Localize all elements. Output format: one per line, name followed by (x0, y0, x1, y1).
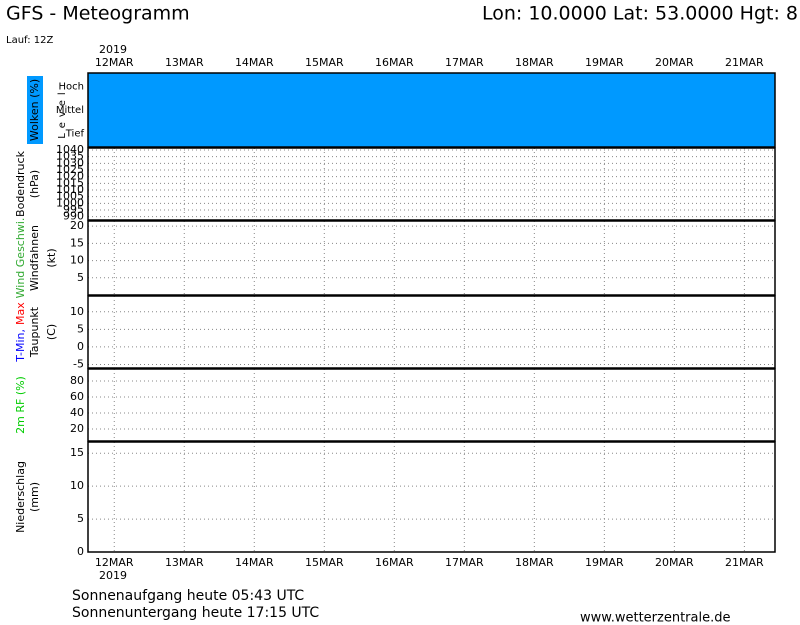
y-axis-label: Windfahnen (28, 225, 41, 291)
x-tick-label-top: 20MAR (655, 56, 694, 69)
y-tick-label: 10 (70, 479, 84, 492)
level-label: Mittel (56, 105, 84, 116)
y-tick-label: 1000 (56, 196, 84, 209)
sunrise: Sonnenaufgang heute 05:43 UTC (72, 588, 304, 604)
panel-frame (87, 295, 776, 369)
x-tick-label-bottom: 18MAR (515, 556, 554, 569)
source: www.wetterzentrale.de (580, 611, 730, 625)
x-tick-label-bottom: 12MAR (95, 556, 134, 569)
y-tick-label: 1035 (56, 150, 84, 163)
x-tick-label-top: 16MAR (375, 56, 414, 69)
x-tick-label-bottom: 20MAR (655, 556, 694, 569)
x-tick-label-top: 15MAR (305, 56, 344, 69)
x-tick-label-top: 12MAR (95, 56, 134, 69)
series-name: Max (14, 302, 27, 325)
y-axis-label: (hPa) (28, 170, 41, 198)
cloud-axis-label: Wolken (%) (27, 76, 43, 144)
x-tick-label-bottom: 14MAR (235, 556, 274, 569)
x-tick-label-top: 17MAR (445, 56, 484, 69)
y-axis-label: (kt) (45, 248, 58, 267)
x-tick-label-bottom: 19MAR (585, 556, 624, 569)
y-axis-label: Bodendruck (14, 150, 27, 217)
y-tick-label: 1010 (56, 183, 84, 196)
y-tick-label: 1015 (56, 176, 84, 189)
y-tick-label: 990 (63, 210, 84, 223)
x-tick-label-top: 21MAR (725, 56, 764, 69)
y-axis-label: T-Min, Max (14, 302, 27, 363)
y-tick-label: 10 (70, 254, 84, 267)
y-tick-label: -5 (73, 357, 84, 370)
panel-background (88, 148, 775, 220)
y-tick-label: 10 (70, 305, 84, 318)
panel-background (88, 221, 775, 295)
y-tick-label: 40 (70, 406, 84, 419)
series-name: T-Min, (14, 329, 27, 363)
y-axis-label: (C) (45, 324, 58, 340)
label-box (27, 76, 43, 144)
panel-frame (87, 220, 776, 296)
panel-background (88, 296, 775, 368)
level-label: Tief (65, 128, 85, 139)
x-tick-label-top: 19MAR (585, 56, 624, 69)
y-axis-label: Wind Geschwi. (14, 218, 27, 299)
panel-frame (87, 368, 776, 442)
year-bottom: 2019 (99, 569, 127, 582)
x-tick-label-top: 18MAR (515, 56, 554, 69)
run: Lauf: 12Z (6, 35, 53, 46)
series-name: 2m RF (%) (14, 376, 27, 434)
y-tick-label: 20 (70, 422, 84, 435)
y-axis-label: Taupunkt (28, 306, 41, 358)
y-tick-label: 1025 (56, 163, 84, 176)
x-tick-label-top: 14MAR (235, 56, 274, 69)
y-axis-label: Level (57, 87, 68, 138)
x-tick-label-bottom: 15MAR (305, 556, 344, 569)
y-tick-label: 20 (70, 219, 84, 232)
x-tick-label-top: 13MAR (165, 56, 204, 69)
series-name: Taupunkt (28, 306, 41, 358)
y-tick-label: 1030 (56, 156, 84, 169)
y-tick-label: 0 (77, 340, 84, 353)
panel-frame (87, 147, 776, 221)
y-tick-label: 1020 (56, 170, 84, 183)
y-tick-label: 5 (77, 271, 84, 284)
series-name: Wind Geschwi. (14, 218, 27, 299)
y-tick-label: 5 (77, 322, 84, 335)
level-label: Hoch (59, 82, 84, 93)
y-axis-label: (mm) (28, 482, 41, 512)
panel-background (88, 73, 775, 147)
y-axis-label: 2m RF (%) (14, 376, 27, 434)
y-tick-label: 80 (70, 374, 84, 387)
chart-title: GFS - Meteogramm (6, 3, 190, 25)
y-tick-label: 5 (77, 512, 84, 525)
y-tick-label: 1040 (56, 143, 84, 156)
panel-background (88, 442, 775, 552)
x-tick-label-bottom: 16MAR (375, 556, 414, 569)
panel-frame (87, 441, 776, 553)
y-axis-label: Niederschlag (14, 461, 27, 533)
y-tick-label: 995 (63, 203, 84, 216)
y-tick-label: 1005 (56, 190, 84, 203)
location: Lon: 10.0000 Lat: 53.0000 Hgt: 8 (482, 3, 798, 25)
y-tick-label: 0 (77, 545, 84, 558)
y-tick-label: 15 (70, 236, 84, 249)
y-axis-label: Wolken (%) (28, 79, 41, 141)
sunset: Sonnenuntergang heute 17:15 UTC (72, 605, 319, 621)
panel-frame (87, 72, 776, 148)
y-tick-label: 60 (70, 390, 84, 403)
panel-background (88, 369, 775, 441)
x-tick-label-bottom: 21MAR (725, 556, 764, 569)
x-tick-label-bottom: 13MAR (165, 556, 204, 569)
x-tick-label-bottom: 17MAR (445, 556, 484, 569)
year-top: 2019 (99, 43, 127, 56)
y-tick-label: 15 (70, 446, 84, 459)
